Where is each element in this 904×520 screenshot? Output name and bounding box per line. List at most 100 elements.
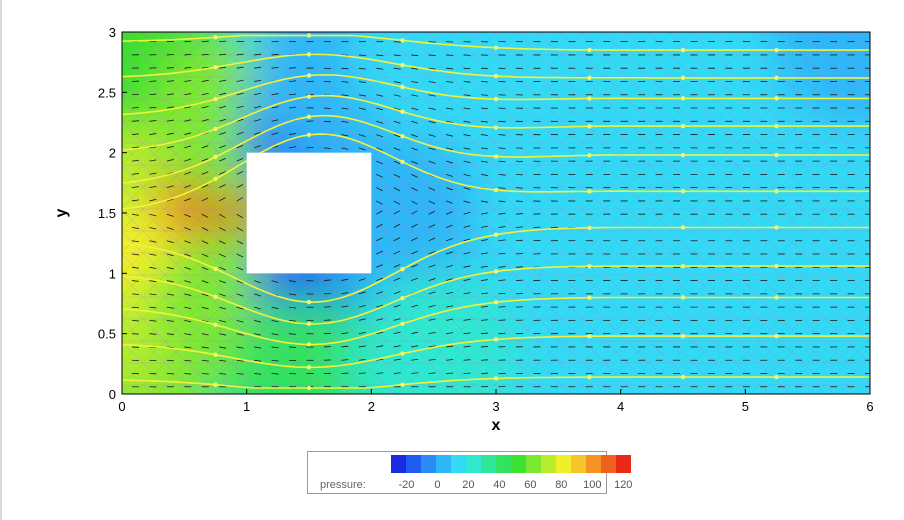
velocity-arrow <box>463 134 471 137</box>
colorbar-label: pressure: <box>320 479 366 491</box>
velocity-arrow <box>166 67 174 69</box>
colorbar-tick-label: 60 <box>524 479 537 491</box>
colorbar-swatch <box>496 455 511 473</box>
velocity-arrow <box>463 147 471 150</box>
velocity-arrow <box>149 159 157 162</box>
velocity-arrow <box>376 94 384 97</box>
streamline-marker <box>587 75 592 80</box>
velocity-arrow <box>149 146 157 149</box>
velocity-arrow <box>289 346 297 348</box>
velocity-arrow <box>393 200 401 205</box>
velocity-arrow <box>201 105 209 109</box>
streamlines <box>122 33 870 391</box>
y-axis-label: y <box>53 208 70 217</box>
velocity-arrow <box>149 106 157 109</box>
velocity-arrow <box>254 66 262 69</box>
y-tick-label: 1.5 <box>98 206 116 221</box>
streamline-marker <box>587 96 592 101</box>
velocity-arrow <box>254 280 261 284</box>
velocity-arrow <box>428 67 436 70</box>
y-tick-label: 3 <box>109 25 116 40</box>
streamline-marker <box>306 114 312 120</box>
velocity-arrow <box>480 225 488 228</box>
streamline-marker <box>493 73 499 79</box>
velocity-arrow <box>201 253 209 258</box>
velocity-arrow <box>131 266 139 269</box>
velocity-arrow <box>219 158 226 162</box>
colorbar-swatch <box>556 455 571 473</box>
velocity-arrow <box>288 293 297 296</box>
velocity-arrow <box>446 174 453 177</box>
velocity-arrow <box>166 93 174 96</box>
velocity-arrow <box>201 53 209 56</box>
streamline-marker <box>774 152 779 158</box>
velocity-arrow <box>358 305 366 308</box>
velocity-arrow <box>428 372 436 374</box>
velocity-arrow <box>131 240 139 243</box>
streamline-marker <box>306 342 312 347</box>
velocity-arrow <box>358 318 366 321</box>
velocity-arrow <box>236 197 244 202</box>
velocity-arrow <box>219 280 226 284</box>
velocity-arrow <box>498 292 506 295</box>
streamline-marker <box>306 132 312 138</box>
velocity-arrow <box>498 239 506 242</box>
velocity-arrow <box>341 278 349 281</box>
velocity-arrow <box>428 237 436 242</box>
velocity-arrow <box>341 147 349 150</box>
velocity-arrow <box>376 277 384 281</box>
velocity-arrow <box>428 358 436 361</box>
streamline-marker <box>493 96 499 102</box>
velocity-arrow <box>166 306 174 309</box>
colorbar-tick-label: 120 <box>614 479 633 491</box>
streamline-marker <box>306 385 312 391</box>
velocity-arrow <box>166 227 174 230</box>
velocity-arrow <box>254 53 262 56</box>
velocity-arrow <box>219 320 227 323</box>
velocity-arrow <box>463 252 471 255</box>
streamline-marker <box>774 189 779 194</box>
velocity-arrow <box>236 131 244 135</box>
y-tick-label: 1 <box>109 266 116 281</box>
velocity-arrow <box>515 187 523 189</box>
velocity-arrow <box>463 187 471 190</box>
velocity-arrow <box>463 359 471 361</box>
velocity-arrow <box>236 280 244 284</box>
velocity-arrow <box>480 134 489 136</box>
streamline-marker <box>587 264 592 269</box>
pressure-contour-plot: 0 1 2 3 4 5 6 0 0.5 1 1.5 2 2.5 3 x y <box>53 25 874 434</box>
y-tick-label: 0.5 <box>98 327 116 342</box>
streamline-marker <box>400 38 405 43</box>
velocity-arrow <box>131 199 139 202</box>
velocity-arrow <box>271 119 279 122</box>
velocity-arrow <box>428 331 436 335</box>
velocity-arrow <box>445 211 453 215</box>
streamline-marker <box>213 322 218 327</box>
velocity-arrow <box>428 224 436 228</box>
velocity-arrow <box>288 146 297 149</box>
velocity-arrow <box>219 293 226 297</box>
streamline-marker <box>774 96 779 101</box>
velocity-arrow <box>428 54 436 56</box>
velocity-arrow <box>376 223 383 228</box>
velocity-arrow <box>376 174 383 178</box>
velocity-arrow <box>515 213 523 215</box>
velocity-arrow <box>288 133 297 135</box>
streamline-marker <box>774 295 779 300</box>
velocity-arrow <box>219 66 227 69</box>
colorbar-tick-label: 80 <box>555 479 568 491</box>
velocity-arrow <box>166 80 174 82</box>
velocity-arrow <box>463 225 471 228</box>
velocity-arrow <box>219 227 226 232</box>
velocity-arrow <box>201 197 209 202</box>
velocity-arrow <box>236 144 244 149</box>
velocity-arrow <box>289 333 297 335</box>
velocity-arrow <box>271 320 279 323</box>
velocity-arrow <box>254 118 261 122</box>
velocity-arrow <box>184 80 192 82</box>
velocity-arrow <box>515 173 523 176</box>
velocity-arrow <box>271 145 279 149</box>
velocity-arrow <box>323 279 331 281</box>
velocity-arrow <box>323 306 331 308</box>
velocity-arrow <box>149 240 157 243</box>
